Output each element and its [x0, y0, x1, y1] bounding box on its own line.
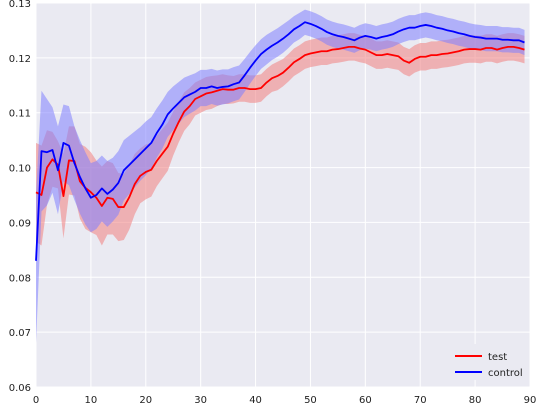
x-tick-label: 0	[33, 395, 39, 406]
confidence-bands	[36, 9, 525, 344]
y-tick-label: 0.08	[9, 273, 31, 284]
y-tick-label: 0.12	[9, 54, 31, 65]
x-tick-label: 60	[359, 395, 372, 406]
y-tick-label: 0.10	[9, 164, 31, 175]
x-tick-label: 70	[414, 395, 427, 406]
legend-control-label: control	[488, 368, 523, 379]
y-tick-label: 0.13	[9, 0, 31, 10]
legend-test-label: test	[488, 352, 507, 363]
series-lines	[35, 21, 525, 261]
y-tick-label: 0.09	[9, 218, 31, 229]
x-tick-label: 40	[249, 395, 262, 406]
x-tick-label: 80	[469, 395, 482, 406]
series-line-test	[35, 45, 525, 208]
tick-labels: 0 10 20 30 40 50 60 70 80 90 0.06 0.07 0.08 0.09 0.10 0…	[9, 0, 537, 406]
y-tick-label: 0.07	[9, 328, 31, 339]
y-tick-label: 0.11	[9, 109, 31, 120]
x-tick-label: 30	[194, 395, 207, 406]
band-control	[36, 9, 525, 344]
x-tick-label: 10	[85, 395, 98, 406]
y-tick-label: 0.06	[9, 383, 31, 394]
band-test	[36, 33, 525, 246]
legend: test control	[448, 344, 526, 380]
series-line-control	[35, 21, 525, 261]
x-tick-label: 90	[524, 395, 537, 406]
legend-frame	[448, 344, 526, 380]
x-tick-label: 20	[139, 395, 152, 406]
x-tick-label: 50	[304, 395, 317, 406]
